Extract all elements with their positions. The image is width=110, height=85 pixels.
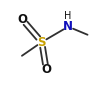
Text: H: H <box>64 11 71 21</box>
Text: S: S <box>38 36 46 49</box>
Text: O: O <box>17 13 27 26</box>
Text: O: O <box>41 63 51 76</box>
Text: N: N <box>63 20 73 33</box>
